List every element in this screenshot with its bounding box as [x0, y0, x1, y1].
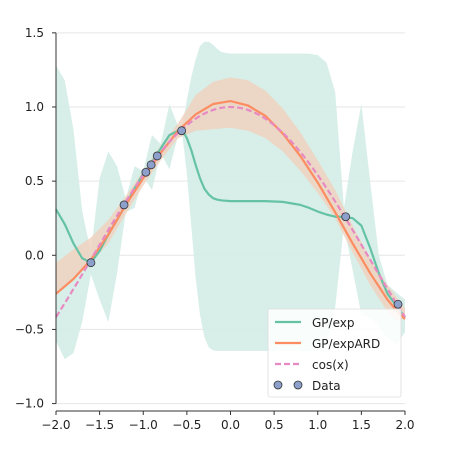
- data-point-0: [86, 258, 96, 268]
- x-tick-label-3: −0.5: [172, 418, 201, 432]
- x-tick-label-6: 1.0: [308, 418, 327, 432]
- data-point-6: [341, 212, 351, 222]
- series-line-gp-expard: [55, 99, 406, 320]
- legend-label-cos: cos(x): [312, 358, 349, 372]
- axes: [52, 32, 406, 415]
- data-point-4: [152, 151, 162, 161]
- legend-marker-data-right: [293, 380, 303, 390]
- band-gp-expard: [56, 77, 405, 321]
- data-points: [86, 126, 403, 309]
- x-tick-label-4: 0.0: [221, 418, 240, 432]
- x-tick-label-7: 1.5: [352, 418, 371, 432]
- y-tick-label-4: 1.0: [25, 100, 44, 114]
- y-tick-label-5: 1.5: [25, 26, 44, 40]
- tick-labels: −2.0 −1.5 −1.0 −0.5 0.0 0.5 1.0 1.5 2.0 −1.0 −0.5 0…: [15, 26, 415, 432]
- legend-label-gp-expard: GP/expARD: [312, 337, 380, 351]
- legend-label-gp-exp: GP/exp: [312, 316, 354, 330]
- x-tick-label-2: −1.0: [129, 418, 158, 432]
- legend-frame: [267, 308, 402, 398]
- legend-label-data: Data: [312, 379, 341, 393]
- legend-marker-data-left: [273, 380, 283, 390]
- data-point-1: [119, 200, 129, 210]
- y-tick-label-1: −0.5: [15, 322, 44, 336]
- x-tick-label-1: −1.5: [85, 418, 114, 432]
- series-line-cos: [55, 105, 406, 318]
- data-point-3: [146, 160, 156, 170]
- legend: GP/exp GP/expARD cos(x) Data: [267, 308, 402, 398]
- x-tick-label-5: 0.5: [265, 418, 284, 432]
- y-tick-label-3: 0.5: [25, 174, 44, 188]
- x-tick-label-0: −2.0: [41, 418, 70, 432]
- x-tick-label-8: 2.0: [395, 418, 414, 432]
- data-point-5: [177, 126, 187, 136]
- y-tick-label-2: 0.0: [25, 248, 44, 262]
- y-tick-label-0: −1.0: [15, 397, 44, 411]
- data-point-2: [141, 167, 151, 177]
- data-point-7: [393, 299, 403, 309]
